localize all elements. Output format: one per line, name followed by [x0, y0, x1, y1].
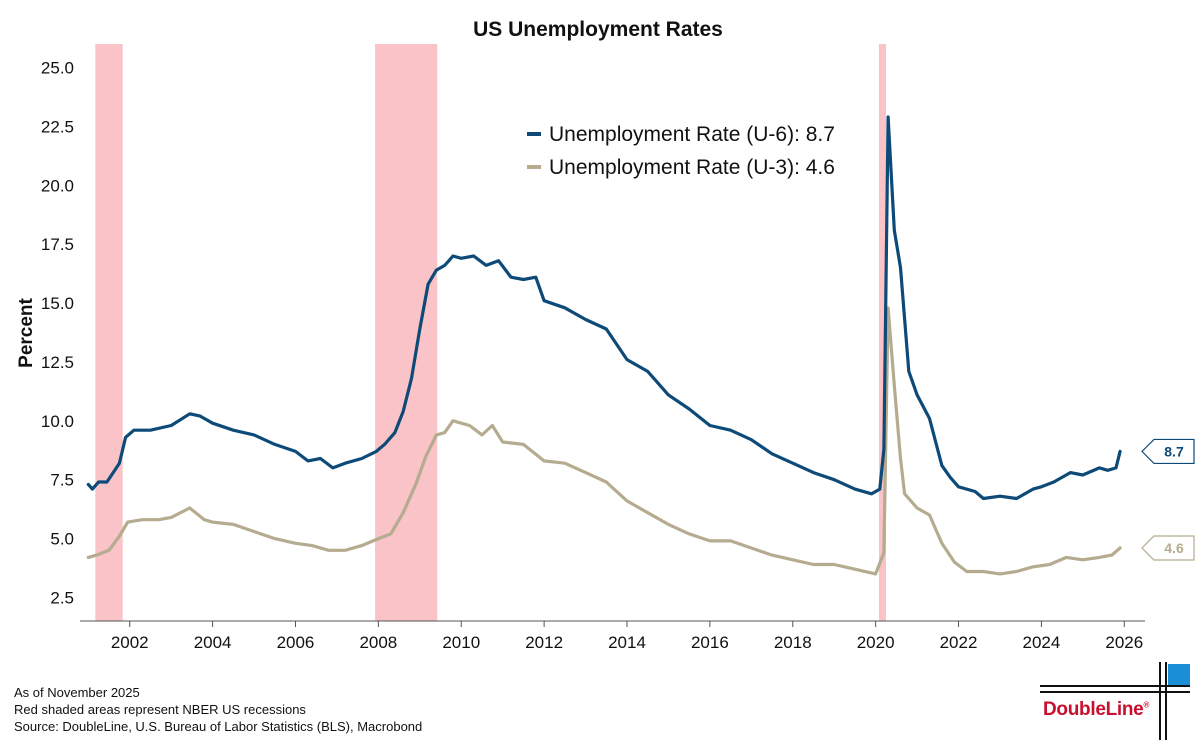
y-tick-label: 17.5: [41, 235, 74, 254]
end-value-callout: [1141, 535, 1195, 561]
end-value-label: 8.7: [1164, 443, 1184, 459]
x-tick-label: 2026: [1105, 633, 1143, 652]
end-value-label: 4.6: [1164, 540, 1184, 556]
y-tick-label: 7.5: [50, 471, 74, 490]
x-tick-label: 2022: [940, 633, 978, 652]
y-tick-label: 22.5: [41, 117, 74, 136]
x-tick-label: 2012: [525, 633, 563, 652]
x-tick-label: 2024: [1022, 633, 1060, 652]
logo-accent-square: [1168, 664, 1190, 686]
y-axis-label: Percent: [16, 297, 37, 367]
y-tick-label: 10.0: [41, 412, 74, 431]
x-tick-label: 2018: [774, 633, 812, 652]
x-tick-label: 2020: [857, 633, 895, 652]
recession-band-0: [95, 44, 123, 621]
doubleline-logo-text: DoubleLine®: [1043, 699, 1149, 721]
end-value-callout: [1141, 438, 1195, 465]
y-tick-label: 15.0: [41, 294, 74, 313]
x-tick-label: 2016: [691, 633, 729, 652]
x-tick-label: 2008: [359, 633, 397, 652]
recession-band-2: [878, 44, 887, 621]
logo-wordmark: DoubleLine: [1043, 699, 1144, 720]
x-tick-label: 2004: [194, 633, 232, 652]
chart-title: US Unemployment Rates: [473, 18, 723, 41]
recession-band-1: [375, 44, 438, 621]
x-tick-label: 2014: [608, 633, 646, 652]
y-tick-label: 20.0: [41, 176, 74, 195]
footnote-source: Source: DoubleLine, U.S. Bureau of Labor…: [14, 719, 423, 734]
y-tick-label: 2.5: [50, 588, 74, 607]
legend-entry: Unemployment Rate (U-3): 4.6: [549, 156, 835, 179]
x-tick-label: 2010: [442, 633, 480, 652]
doubleline-logo-mark: [1040, 662, 1190, 740]
series-line-u6: [86, 115, 1122, 501]
logo-registered-mark: ®: [1143, 700, 1150, 710]
legend-entry: Unemployment Rate (U-6): 8.7: [549, 123, 835, 146]
footnote-recessions: Red shaded areas represent NBER US reces…: [14, 702, 306, 717]
y-tick-label: 5.0: [50, 530, 74, 549]
series-line-u3: [86, 306, 1122, 576]
y-tick-label: 25.0: [41, 59, 74, 78]
x-tick-label: 2006: [277, 633, 315, 652]
x-tick-label: 2002: [111, 633, 149, 652]
footnote-date: As of November 2025: [14, 685, 140, 700]
y-tick-label: 12.5: [41, 353, 74, 372]
